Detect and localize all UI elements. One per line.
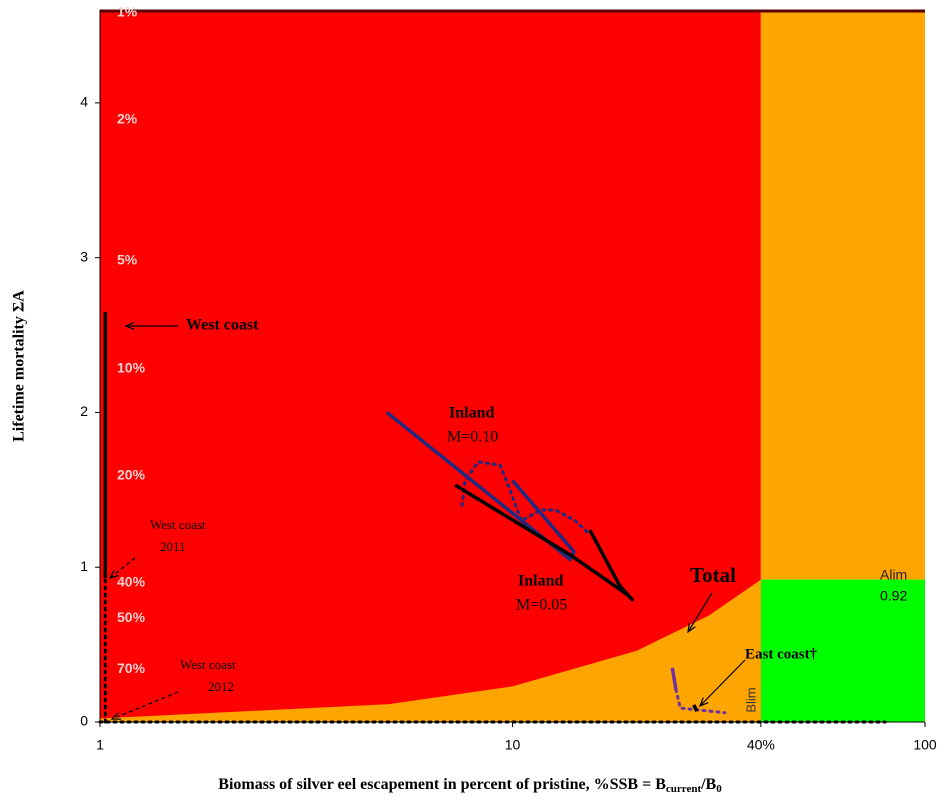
- arrow-head: [698, 697, 709, 708]
- annotation: M=0.10: [447, 429, 498, 446]
- x-label-main: Biomass of silver eel escapement in perc…: [218, 776, 666, 793]
- annotation: 2011: [160, 539, 186, 554]
- y-tick-label: 4: [80, 94, 88, 110]
- annotation: Total: [690, 563, 736, 587]
- annotation: West coast: [186, 317, 259, 334]
- iso-mortality-label: 1%: [117, 4, 138, 20]
- annotation: West coast: [150, 517, 206, 532]
- iso-mortality-label: 20%: [117, 467, 146, 483]
- y-tick-label: 0: [80, 713, 88, 729]
- x-tick-label: 100: [913, 737, 937, 753]
- annotation: Inland: [449, 405, 494, 422]
- arrow: [111, 691, 179, 720]
- annotation: 2012: [208, 679, 234, 694]
- alim-label: Alim: [880, 567, 907, 583]
- zone-below-blim: [100, 579, 761, 722]
- iso-mortality-label: 5%: [117, 251, 138, 267]
- x-tick-label: 40%: [747, 737, 775, 753]
- zone-red: [100, 10, 761, 722]
- y-axis-label: Lifetime mortality ΣA: [11, 290, 28, 442]
- x-tick-label: 10: [505, 737, 521, 753]
- x-label-sub: current: [666, 783, 702, 795]
- arrow: [687, 592, 713, 633]
- arrow: [699, 659, 746, 707]
- zone-green: [760, 579, 925, 722]
- iso-mortality-label: 70%: [117, 660, 146, 676]
- alim-value: 0.92: [880, 588, 907, 604]
- x-axis-label: Biomass of silver eel escapement in perc…: [218, 776, 722, 795]
- series-line: [670, 667, 678, 690]
- zone-orange: [760, 10, 925, 580]
- iso-mortality-label: 40%: [117, 573, 146, 589]
- arrow-head: [110, 712, 122, 720]
- annotation: West coast: [180, 657, 236, 672]
- annotation: M=0.05: [516, 597, 567, 614]
- x-label-sub: 0: [716, 783, 722, 795]
- arrow-head: [687, 623, 696, 634]
- iso-mortality-label: 10%: [117, 360, 146, 376]
- blim-label: Blim: [743, 687, 758, 712]
- annotation: East coast†: [745, 646, 818, 662]
- annotation: Inland: [518, 573, 563, 590]
- series-line: [674, 687, 727, 715]
- iso-mortality-label: 2%: [117, 111, 138, 127]
- arrow-head: [108, 569, 119, 579]
- x-tick-label: 1: [96, 737, 104, 753]
- iso-mortality-label: 50%: [117, 609, 146, 625]
- y-tick-label: 3: [80, 248, 88, 264]
- y-tick-label: 2: [80, 403, 88, 419]
- series-line: [454, 483, 634, 602]
- series-line: [692, 704, 699, 712]
- series-line: [460, 460, 592, 537]
- x-label-mid: /B: [700, 776, 716, 793]
- y-tick-label: 1: [80, 558, 88, 574]
- arrow: [109, 557, 136, 579]
- arrow-head: [124, 321, 135, 331]
